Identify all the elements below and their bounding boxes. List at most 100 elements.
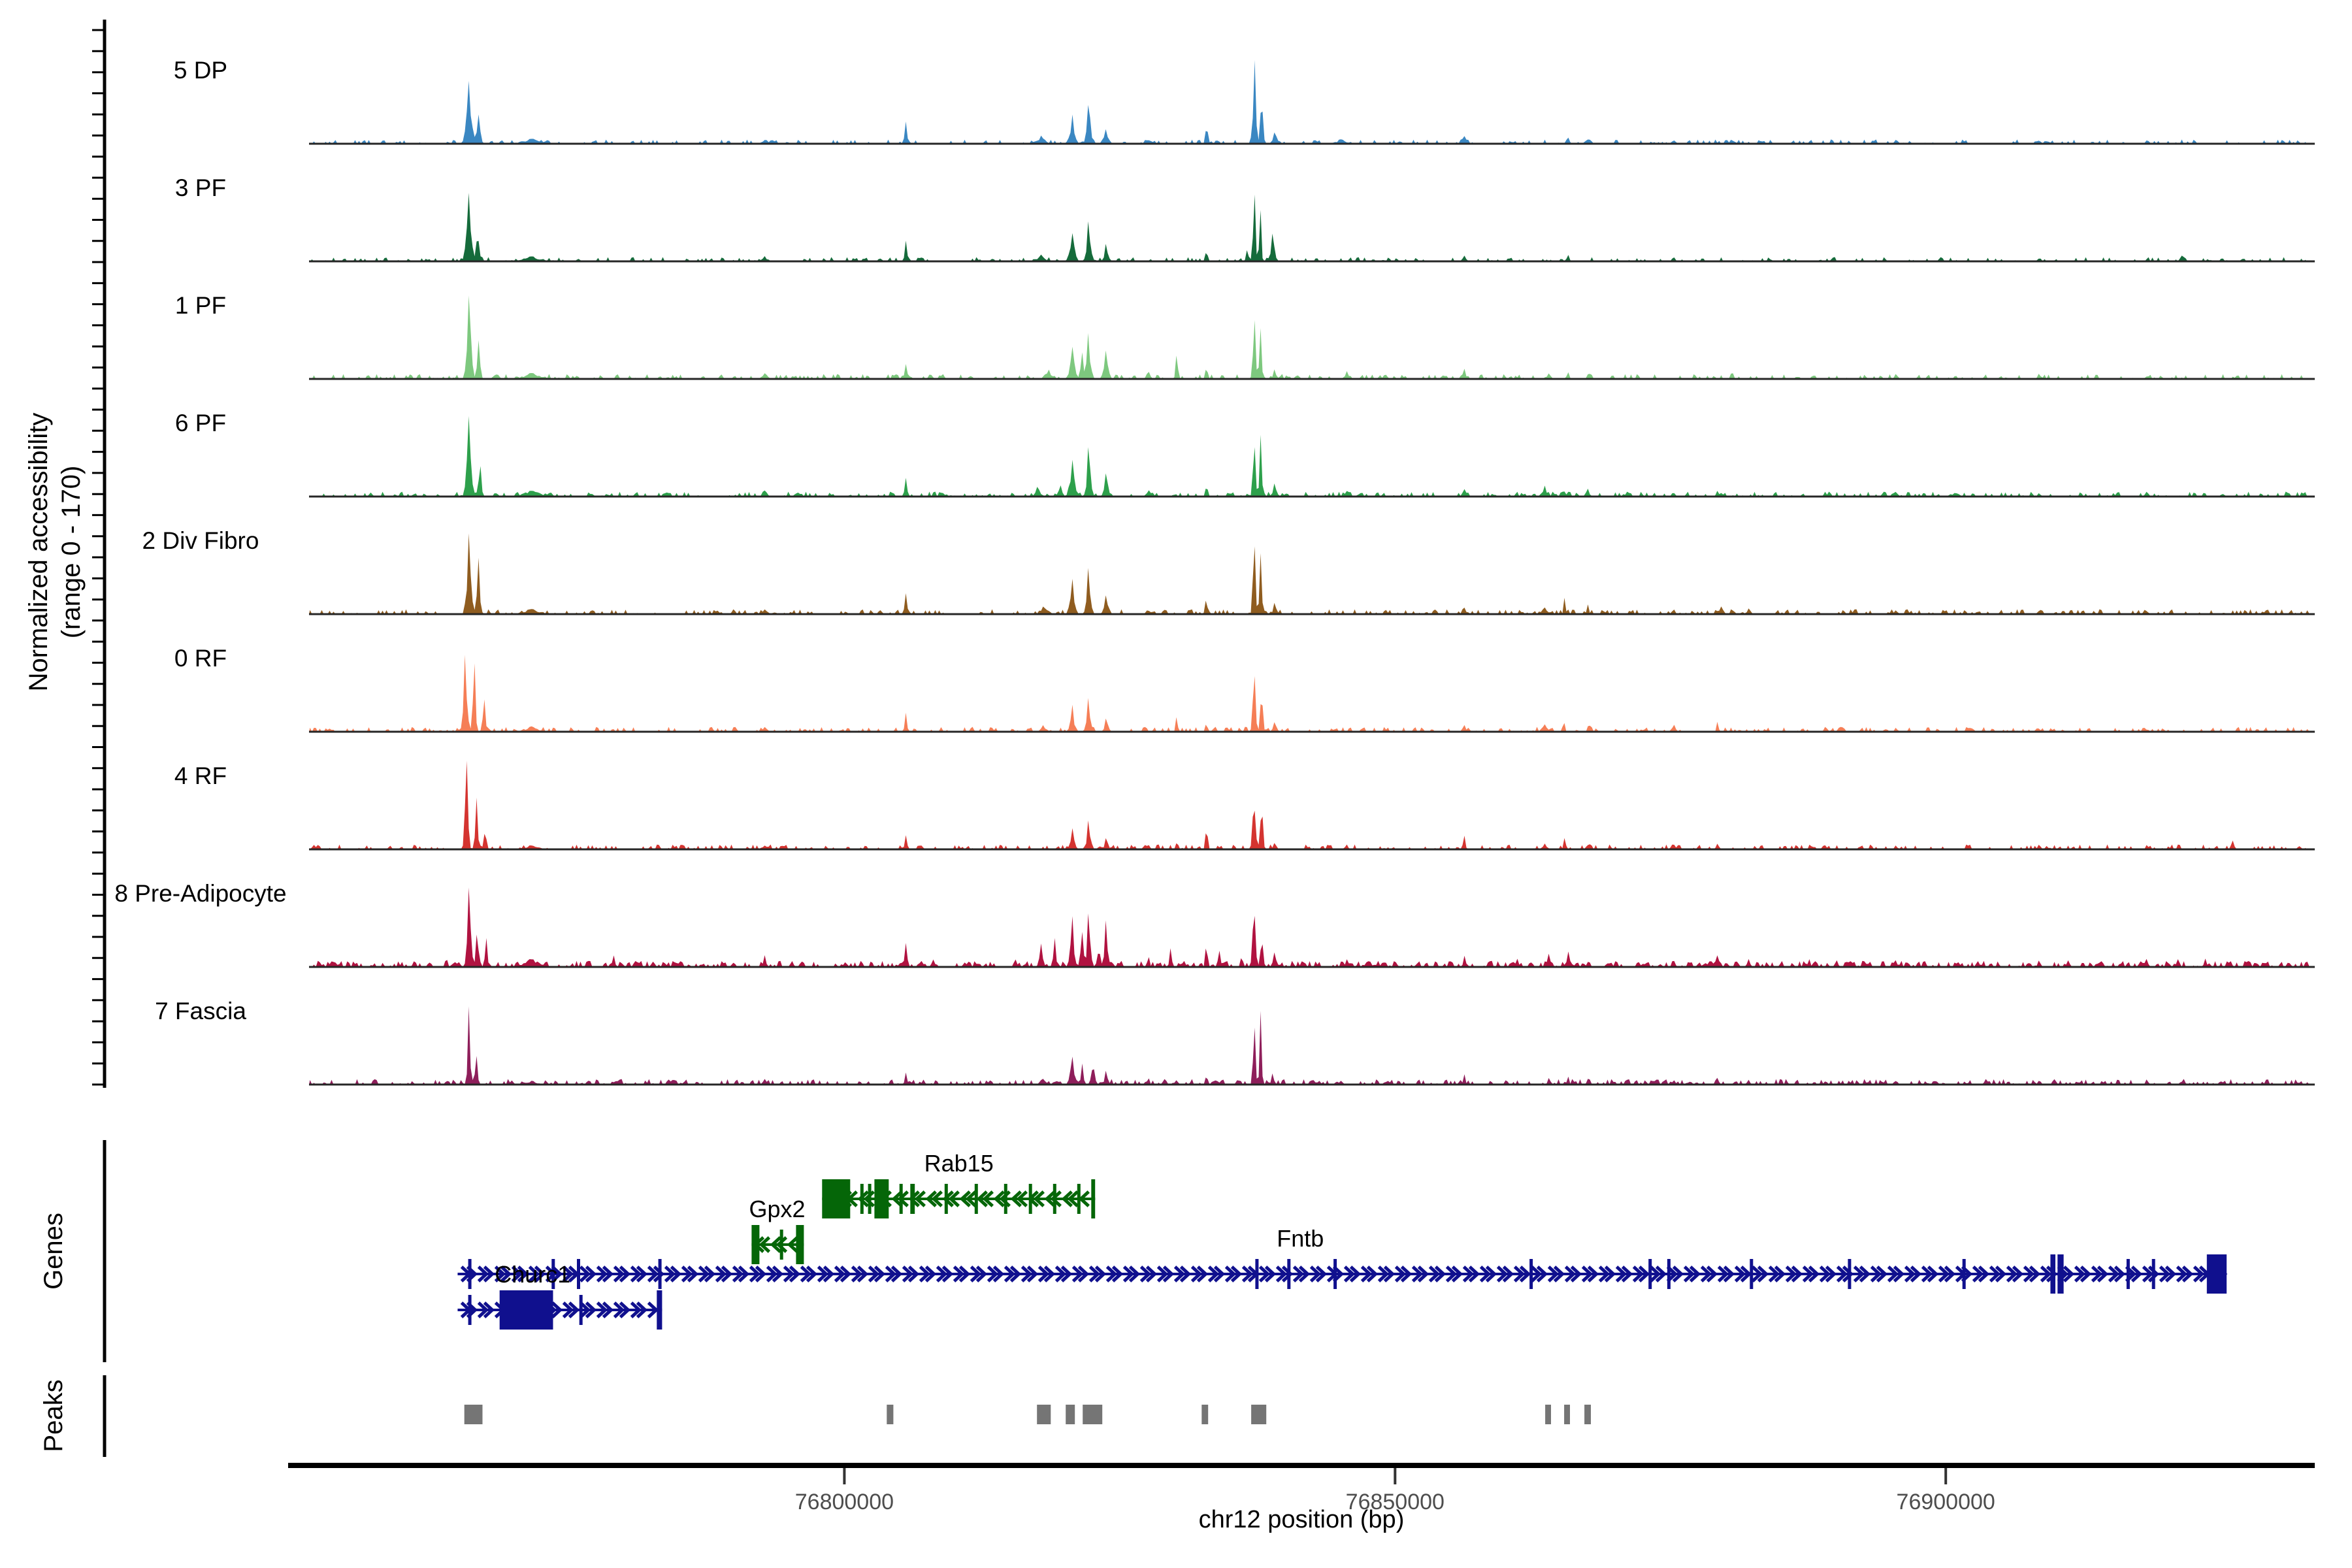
gene-label-rab15: Rab15 (924, 1150, 994, 1177)
coverage-track-3-pf: 3 PF (175, 174, 2315, 263)
exon-utr (658, 1259, 662, 1289)
exon-utr (1750, 1259, 1754, 1289)
peaks-row (464, 1405, 1591, 1424)
strand-arrow-chevrons-left (753, 1236, 799, 1253)
exon-utr (779, 1230, 783, 1260)
gene-churc1: Churc1 (457, 1261, 662, 1330)
exon-cds (796, 1225, 804, 1264)
gene-label-fntb: Fntb (1277, 1225, 1324, 1252)
y-axis-label-line2: (range 0 - 170) (57, 466, 86, 639)
exon-cds (1091, 1179, 1096, 1218)
peak-interval (887, 1405, 894, 1424)
exon-utr (1287, 1259, 1291, 1289)
peak-interval (1201, 1405, 1209, 1424)
exon-utr (899, 1184, 903, 1214)
x-axis-tick-label: 76800000 (795, 1490, 894, 1514)
x-axis-ticks: 76800000 76850000 76900000 (795, 1468, 1995, 1514)
exon-cds (657, 1290, 662, 1330)
exon-utr (1529, 1259, 1533, 1289)
track-label-7-fascia: 7 Fascia (155, 998, 246, 1024)
exon-utr (910, 1184, 915, 1214)
coverage-track-0-rf: 0 RF (174, 645, 2315, 733)
exon-utr (1962, 1259, 1966, 1289)
exon-utr (2126, 1259, 2130, 1289)
coverage-track-6-pf: 6 PF (175, 410, 2315, 498)
exon-cds (822, 1179, 851, 1218)
x-axis-title: chr12 position (bp) (1199, 1506, 1405, 1533)
exon-utr (1028, 1184, 1032, 1214)
exon-utr (551, 1259, 555, 1289)
exon-utr (974, 1184, 978, 1214)
peak-interval (1037, 1405, 1051, 1424)
exon-cds (499, 1290, 553, 1330)
coverage-track-5-dp: 5 DP (174, 57, 2315, 145)
strand-arrow-chevrons-right (460, 1301, 659, 1318)
exon-cds (2206, 1254, 2227, 1294)
gene-models: Rab15 Gpx2 Fntb Churc1 (457, 1150, 2228, 1330)
peak-interval (464, 1405, 483, 1424)
x-axis-tick-label: 76900000 (1897, 1490, 1995, 1514)
coverage-area-7-fascia (309, 1006, 2310, 1085)
exon-utr (1848, 1259, 1852, 1289)
y-axis-ticks (92, 29, 105, 1086)
track-label-8-pre-adipocyte: 8 Pre-Adipocyte (114, 880, 286, 907)
exon-utr (1053, 1184, 1056, 1214)
exon-utr (1667, 1259, 1671, 1289)
exon-utr (468, 1259, 472, 1289)
exon-utr (1333, 1259, 1337, 1289)
peak-interval (1066, 1405, 1075, 1424)
exon-utr (944, 1184, 948, 1214)
peak-interval (1545, 1405, 1551, 1424)
coverage-area-4-rf (309, 760, 2310, 849)
coverage-track-1-pf: 1 PF (175, 292, 2315, 380)
track-label-5-dp: 5 DP (174, 57, 227, 84)
coverage-area-6-pf (309, 416, 2310, 497)
peak-interval (1251, 1405, 1267, 1424)
coverage-track-8-pre-adipocyte: 8 Pre-Adipocyte (114, 880, 2315, 968)
exon-utr (1648, 1259, 1652, 1289)
exon-utr (468, 1295, 472, 1325)
coverage-area-2-div-fibro (309, 533, 2310, 614)
track-label-4-rf: 4 RF (174, 762, 227, 789)
coverage-area-3-pf (309, 193, 2310, 261)
track-label-6-pf: 6 PF (175, 410, 226, 436)
coverage-area-0-rf (309, 655, 2310, 732)
peak-interval (1083, 1405, 1103, 1424)
coverage-tracks: 5 DP 3 PF 1 PF 6 PF 2 Div Fibro 0 RF 4 RF 8 Pre… (114, 57, 2315, 1086)
track-label-3-pf: 3 PF (175, 174, 226, 201)
peak-interval (1564, 1405, 1570, 1424)
track-label-2-div-fibro: 2 Div Fibro (142, 527, 259, 554)
exon-cds (2057, 1254, 2064, 1294)
exon-utr (868, 1184, 872, 1214)
exon-utr (860, 1184, 864, 1214)
exon-utr (2151, 1259, 2155, 1289)
exon-utr (579, 1295, 583, 1325)
exon-utr (577, 1259, 580, 1289)
coverage-area-5-dp (309, 59, 2310, 144)
coverage-track-7-fascia: 7 Fascia (155, 998, 2315, 1086)
gene-gpx2: Gpx2 (749, 1196, 806, 1264)
track-label-0-rf: 0 RF (174, 645, 227, 672)
genes-section-label: Genes (39, 1213, 68, 1290)
exon-utr (1255, 1259, 1259, 1289)
y-axis-label-line1: Normalized accessibility (24, 413, 53, 692)
gene-rab15: Rab15 (822, 1150, 1096, 1218)
peaks-section-label: Peaks (39, 1379, 68, 1452)
gene-fntb: Fntb (457, 1225, 2228, 1294)
coverage-track-4-rf: 4 RF (174, 760, 2315, 851)
coverage-area-1-pf (309, 295, 2310, 379)
exon-utr (1004, 1184, 1007, 1214)
exon-cds (751, 1225, 760, 1264)
gene-label-gpx2: Gpx2 (749, 1196, 805, 1222)
exon-utr (1077, 1184, 1081, 1214)
track-label-1-pf: 1 PF (175, 292, 226, 319)
coverage-track-2-div-fibro: 2 Div Fibro (142, 527, 2315, 615)
gene-label-churc1: Churc1 (495, 1261, 570, 1288)
exon-cds (874, 1179, 889, 1218)
peak-interval (1584, 1405, 1591, 1424)
exon-cds (2050, 1254, 2055, 1294)
coverage-area-8-pre-adipocyte (309, 887, 2310, 967)
x-axis-tick-label: 76850000 (1346, 1490, 1445, 1514)
